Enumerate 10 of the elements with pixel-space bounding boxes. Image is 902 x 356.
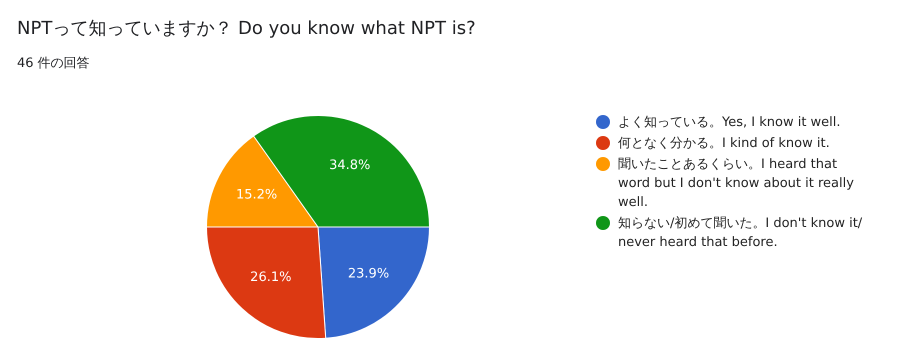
- legend-label: 知らない/初めて聞いた。I don't know it/ never heard that before.: [618, 215, 864, 252]
- data-label: 15.2%: [236, 188, 278, 203]
- chart-title: NPTって知っていますか？ Do you know what NPT is?: [17, 17, 476, 40]
- data-label: 34.8%: [329, 158, 370, 173]
- legend-label: よく知っている。Yes, I know it well.: [618, 114, 841, 132]
- legend-label: 何となく分かる。I kind of know it.: [618, 135, 830, 153]
- data-label: 23.9%: [348, 266, 390, 282]
- legend-label: 聞いたことあるくらい。I heard that word but I don't know about it really well.: [618, 156, 855, 212]
- text: 46 件の回答: [17, 55, 90, 72]
- data-label: 26.1%: [250, 270, 292, 285]
